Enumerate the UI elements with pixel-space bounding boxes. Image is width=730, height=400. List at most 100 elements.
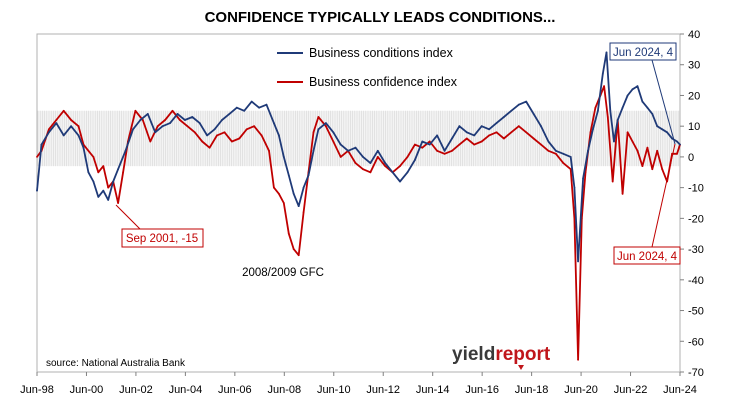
data-point-1 [443, 152, 446, 155]
y-tick-label: -30 [688, 244, 704, 256]
data-point-1 [399, 165, 401, 168]
data-point-0 [406, 171, 409, 174]
yieldreport-logo: yieldreport [452, 344, 551, 370]
band-hatch [37, 110, 679, 167]
data-point-1 [641, 165, 644, 168]
data-point-0 [77, 134, 80, 137]
data-point-0 [525, 100, 528, 103]
data-point-1 [451, 149, 453, 152]
data-point-1 [406, 156, 409, 158]
y-tick-label: -70 [688, 367, 704, 379]
x-tick-label: Jun-24 [663, 384, 697, 396]
data-point-0 [421, 140, 424, 143]
data-point-1 [562, 162, 565, 165]
data-point-0 [540, 125, 542, 128]
callout-label-confidence: Jun 2024, 4 [617, 251, 678, 263]
data-point-0 [488, 128, 490, 131]
y-axis: 40 30 20 10 0 -10 -20 -30 -40 -50 -60 -70 [680, 29, 704, 379]
data-point-0 [547, 140, 550, 143]
data-point-1 [107, 186, 110, 189]
data-point-0 [97, 196, 100, 198]
data-point-0 [671, 137, 673, 140]
x-tick-label: Jun-08 [267, 384, 301, 396]
data-point-0 [176, 113, 179, 115]
data-point-1 [77, 125, 80, 128]
data-point-1 [488, 134, 490, 137]
callout-label-conditions: Jun 2024, 4 [613, 47, 674, 59]
data-point-0 [40, 143, 43, 146]
data-point-1 [517, 125, 520, 128]
y-tick-label: -60 [688, 336, 704, 348]
data-point-0 [287, 174, 290, 177]
data-point-1 [149, 140, 152, 143]
data-point-1 [606, 116, 609, 118]
data-point-1 [122, 171, 124, 174]
data-point-0 [465, 131, 468, 134]
data-point-1 [268, 149, 270, 152]
data-point-1 [525, 131, 528, 134]
x-tick-label: Jun-18 [515, 384, 549, 396]
data-point-0 [661, 128, 664, 131]
data-point-1 [273, 186, 275, 189]
callout-leader-conditions [651, 59, 676, 145]
y-tick-label: -20 [688, 213, 704, 225]
data-point-1 [656, 149, 659, 152]
gfc-label: 2008/2009 GFC [242, 267, 324, 279]
data-point-0 [302, 186, 305, 189]
callout-box-sep2001 [121, 228, 204, 248]
data-point-0 [48, 131, 50, 134]
data-point-0 [503, 116, 505, 118]
x-tick-label: Jun-12 [366, 384, 400, 396]
data-point-0 [169, 122, 172, 124]
data-point-1 [555, 152, 557, 155]
data-point-1 [547, 149, 550, 152]
data-point-0 [666, 131, 668, 134]
series-lines [36, 51, 681, 361]
data-point-1 [297, 254, 300, 257]
callout-leader-sep2001 [115, 204, 141, 230]
x-axis: Jun-98 Jun-00 Jun-02 Jun-04 Jun-06 Jun-08 Jun-… [20, 372, 697, 396]
data-point-0 [480, 125, 483, 128]
data-point-1 [661, 168, 664, 171]
data-point-0 [243, 109, 246, 112]
data-point-0 [317, 128, 320, 131]
data-point-1 [231, 140, 233, 143]
data-point-0 [307, 174, 310, 177]
data-point-0 [451, 137, 453, 140]
data-point-0 [384, 162, 387, 165]
data-point-0 [597, 109, 599, 112]
data-point-0 [184, 119, 186, 121]
data-point-1 [458, 143, 461, 146]
data-point-1 [201, 140, 204, 143]
data-point-0 [636, 85, 639, 88]
data-point-0 [87, 171, 90, 174]
data-point-0 [282, 156, 285, 158]
data-point-1 [495, 131, 498, 134]
data-point-0 [117, 168, 119, 171]
data-point-1 [245, 128, 248, 131]
annotations: Jun 2024, 4 Sep 2001, -15 Jun 2024, 4 20… [115, 42, 681, 279]
data-point-1 [569, 168, 572, 171]
data-point-1 [621, 192, 624, 195]
data-point-1 [651, 168, 654, 171]
data-point-1 [260, 134, 263, 137]
data-point-0 [428, 143, 431, 146]
data-point-1 [384, 165, 387, 168]
callout-leader-confidence [651, 143, 676, 248]
data-point-1 [186, 125, 189, 128]
logo-marker-icon [518, 365, 524, 370]
data-point-0 [679, 143, 681, 146]
data-point-0 [235, 106, 238, 109]
data-point-0 [616, 119, 619, 121]
data-point-1 [117, 202, 119, 204]
data-point-1 [223, 131, 226, 134]
data-point-1 [480, 140, 483, 143]
data-point-0 [102, 189, 105, 192]
data-point-0 [601, 73, 604, 75]
x-tick-label: Jun-02 [119, 384, 153, 396]
data-point-0 [646, 106, 649, 109]
data-point-0 [258, 106, 260, 109]
data-point-0 [609, 109, 612, 112]
data-point-0 [577, 260, 579, 263]
data-point-0 [587, 149, 589, 152]
